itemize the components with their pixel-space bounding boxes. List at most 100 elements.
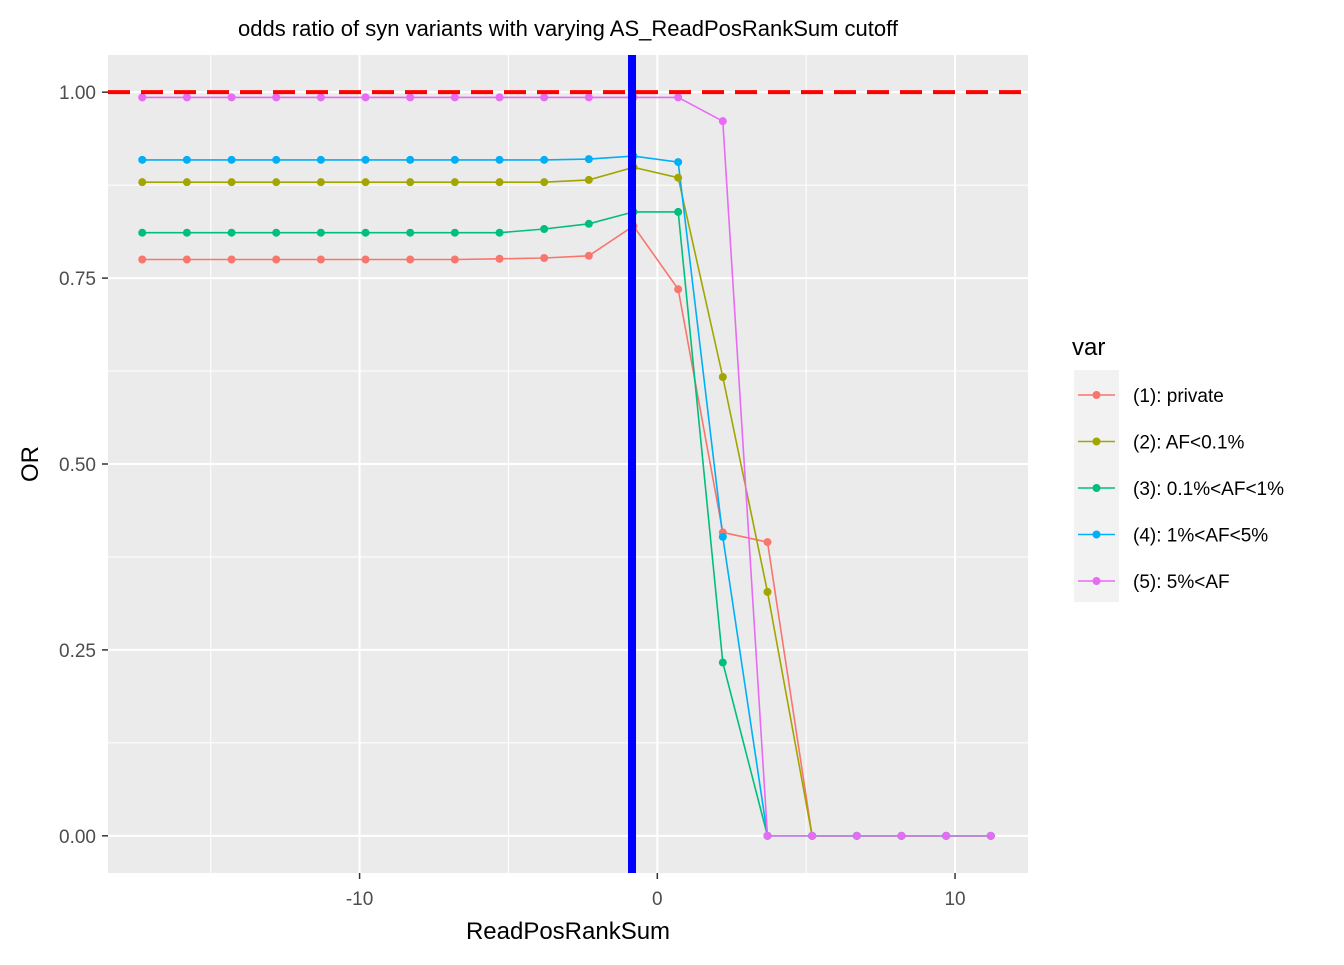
data-point-series-2 [316, 178, 325, 187]
legend-title: var [1072, 334, 1105, 361]
data-point-series-4 [674, 158, 683, 167]
data-point-series-1 [227, 255, 236, 264]
data-point-series-4 [718, 532, 727, 541]
data-point-series-3 [182, 228, 191, 237]
data-point-series-5 [584, 93, 593, 102]
data-point-series-4 [272, 155, 281, 164]
data-point-series-4 [540, 155, 549, 164]
data-point-series-2 [227, 178, 236, 187]
data-point-series-3 [316, 228, 325, 237]
data-point-series-3 [450, 228, 459, 237]
data-point-series-1 [584, 251, 593, 260]
data-point-series-3 [272, 228, 281, 237]
reference-lines-overlay [108, 55, 1028, 873]
data-point-series-2 [272, 178, 281, 187]
y-tick-label: 0.50 [59, 455, 96, 476]
data-point-series-2 [718, 372, 727, 381]
data-point-series-4 [138, 155, 147, 164]
data-point-series-1 [674, 285, 683, 294]
data-point-series-4 [495, 155, 504, 164]
legend-label: (3): 0.1%<AF<1% [1133, 479, 1284, 500]
data-point-series-2 [450, 178, 459, 187]
data-point-series-5 [718, 117, 727, 126]
data-point-series-2 [138, 178, 147, 187]
data-point-series-1 [182, 255, 191, 264]
series-points [138, 93, 995, 840]
data-point-series-5 [138, 93, 147, 102]
data-point-series-5 [272, 93, 281, 102]
data-point-series-2 [182, 178, 191, 187]
x-axis-title: ReadPosRankSum [466, 918, 670, 945]
data-point-series-5 [406, 93, 415, 102]
data-point-series-5 [674, 93, 683, 102]
data-point-series-5 [495, 93, 504, 102]
data-point-series-4 [584, 155, 593, 164]
data-point-series-1 [316, 255, 325, 264]
data-point-series-2 [540, 178, 549, 187]
y-tick-label: 0.75 [59, 269, 96, 290]
data-point-series-1 [406, 255, 415, 264]
data-point-series-3 [406, 228, 415, 237]
x-axis: -10 0 10 [346, 873, 966, 910]
data-point-series-3 [718, 658, 727, 667]
data-point-series-1 [495, 254, 504, 263]
data-point-series-5 [450, 93, 459, 102]
data-point-series-2 [406, 178, 415, 187]
data-point-series-1 [361, 255, 370, 264]
data-point-series-1 [272, 255, 281, 264]
data-point-series-2 [495, 178, 504, 187]
data-point-series-5 [182, 93, 191, 102]
legend-label: (1): private [1133, 386, 1224, 407]
series-lines [142, 96, 991, 837]
data-point-series-3 [361, 228, 370, 237]
legend-key-point [1092, 391, 1101, 399]
data-point-series-4 [450, 155, 459, 164]
data-point-series-4 [316, 155, 325, 164]
legend-key-point [1092, 484, 1101, 492]
y-tick-label: 1.00 [59, 83, 96, 104]
data-point-series-1 [138, 255, 147, 264]
data-point-series-4 [406, 155, 415, 164]
legend: var (1): private (2): AF<0.1% (3): 0.1%<AF… [1072, 334, 1284, 602]
data-point-series-3 [674, 207, 683, 216]
data-point-series-2 [361, 178, 370, 187]
data-point-series-5 [852, 831, 861, 840]
data-point-series-1 [450, 255, 459, 264]
data-point-series-2 [584, 175, 593, 184]
data-point-series-5 [763, 831, 772, 840]
chart-title: odds ratio of syn variants with varying … [238, 16, 899, 41]
data-point-series-4 [182, 155, 191, 164]
data-point-series-1 [540, 254, 549, 263]
data-point-series-3 [227, 228, 236, 237]
legend-label: (4): 1%<AF<5% [1133, 526, 1268, 547]
data-point-series-5 [897, 831, 906, 840]
data-point-series-2 [763, 587, 772, 596]
legend-key-point [1092, 577, 1101, 585]
series-line-5 [142, 96, 991, 837]
legend-key-point [1092, 437, 1101, 446]
y-tick-label: 0.25 [59, 641, 96, 662]
legend-items: (1): private (2): AF<0.1% (3): 0.1%<AF<1% (… [1078, 386, 1284, 593]
data-point-series-3 [540, 225, 549, 234]
y-tick-label: 0.00 [59, 827, 96, 848]
y-axis-title: OR [17, 446, 44, 482]
data-point-series-4 [227, 155, 236, 164]
data-point-series-2 [674, 173, 683, 182]
data-point-series-5 [540, 93, 549, 102]
data-point-series-5 [227, 93, 236, 102]
data-point-series-5 [361, 93, 370, 102]
legend-key-point [1092, 530, 1101, 539]
data-point-series-5 [808, 831, 817, 840]
data-point-series-3 [584, 219, 593, 228]
data-point-series-5 [942, 831, 951, 840]
data-point-series-5 [986, 831, 995, 840]
x-tick-label: -10 [346, 889, 373, 910]
data-point-series-3 [495, 228, 504, 237]
data-point-series-1 [763, 538, 772, 547]
x-tick-label: 0 [652, 889, 663, 910]
data-point-series-4 [361, 155, 370, 164]
legend-label: (2): AF<0.1% [1133, 433, 1245, 454]
y-axis: 0.00 0.25 0.50 0.75 1.00 [59, 83, 108, 848]
